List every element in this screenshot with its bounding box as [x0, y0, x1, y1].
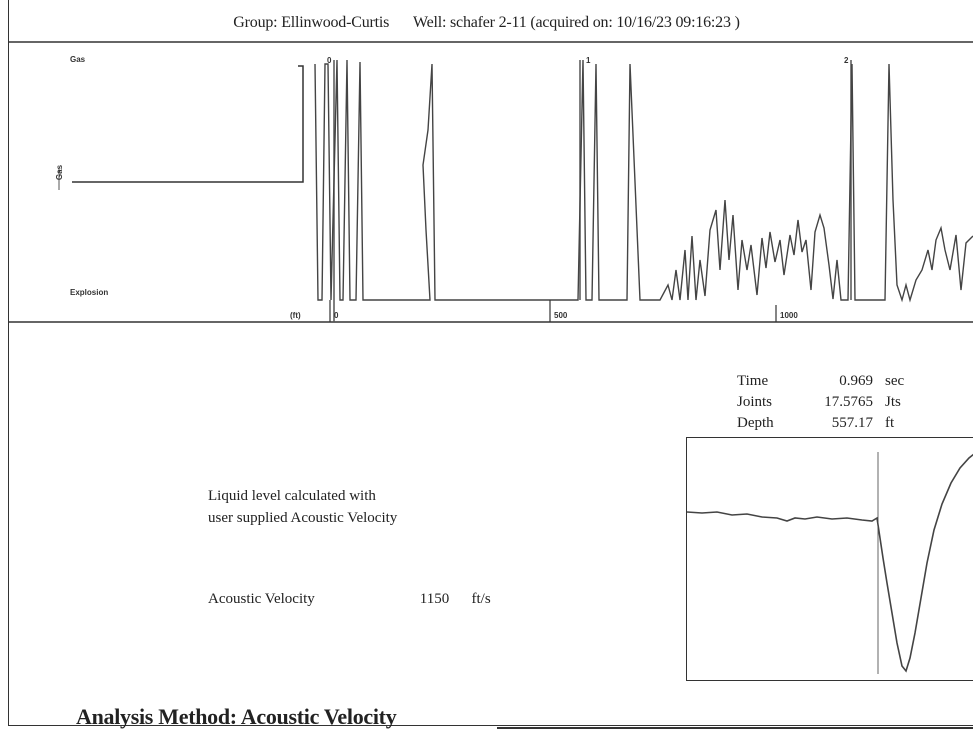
depth-value: 557.17: [831, 415, 873, 431]
note-line-1: Liquid level calculated with: [208, 488, 376, 504]
readout-row-depth: Depth 557.17 ft: [737, 413, 904, 434]
velocity-label: Acoustic Velocity: [208, 591, 315, 607]
report-frame: [8, 0, 973, 726]
readout-row-time: Time 0.969 sec: [737, 371, 904, 392]
readout-row-joints: Joints 17.5765 Jts: [737, 392, 904, 413]
depth-unit-label: ft: [885, 415, 895, 431]
explosion-label: Explosion: [70, 288, 109, 297]
analysis-underline: [497, 727, 973, 729]
zoom-trace-svg: [687, 452, 973, 674]
acoustic-trace-line: [314, 59, 973, 303]
result-readout: Time 0.969 sec Joints 17.5765 Jts Depth …: [737, 371, 904, 434]
velocity-value: 1150: [419, 591, 450, 607]
time-mark-0: 0: [327, 56, 332, 65]
time-label: Time: [737, 373, 769, 389]
well-label: Well: schafer 2-11 (acquired on: 10/16/2…: [412, 14, 740, 31]
time-unit: sec: [885, 373, 905, 389]
note-line-2: user supplied Acoustic Velocity: [208, 510, 398, 526]
acoustic-velocity-row: Acoustic Velocity 1150 ft/s: [208, 591, 491, 608]
joints-value: 17.5765: [824, 394, 873, 410]
joints-unit: Jts: [885, 394, 901, 410]
velocity-unit: ft/s: [471, 591, 491, 607]
gas-side-label: Gas: [55, 164, 65, 181]
zoom-trace-line: [687, 453, 973, 673]
report-header: Group: Ellinwood-Curtis Well: schafer 2-…: [0, 14, 973, 32]
gas-level-step: [72, 65, 304, 183]
group-label: Group: Ellinwood-Curtis: [233, 14, 390, 31]
analysis-method-title: Analysis Method: Acoustic Velocity: [76, 704, 397, 729]
acoustic-trace-panel: [9, 41, 973, 323]
depth-mark-0: 0: [334, 311, 339, 320]
depth-unit: (ft): [290, 311, 301, 320]
liquid-level-zoom-panel: [686, 437, 973, 681]
time-value: 0.969: [839, 373, 873, 389]
depth-mark-500: 500: [554, 311, 568, 320]
time-mark-1: 1: [586, 56, 591, 65]
depth-label: Depth: [737, 415, 774, 431]
joints-label: Joints: [737, 394, 773, 410]
gas-label: Gas: [70, 55, 86, 64]
time-mark-2: 2: [844, 56, 849, 65]
depth-mark-1000: 1000: [780, 311, 798, 320]
liquid-level-note: Liquid level calculated with user suppli…: [208, 485, 397, 529]
